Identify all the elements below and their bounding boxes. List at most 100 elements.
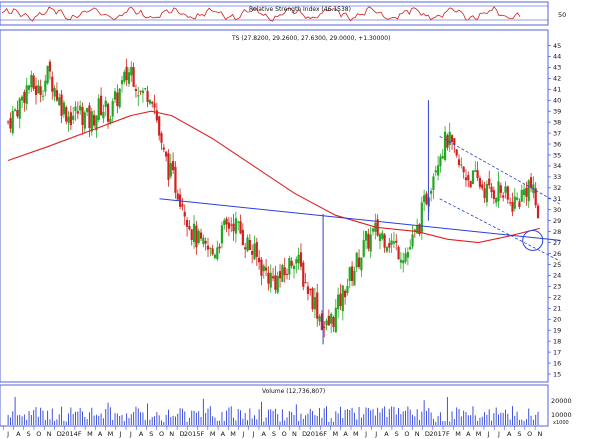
candle-body-down (388, 243, 391, 248)
candle-body-up (443, 131, 447, 160)
candle-body-up (281, 265, 284, 282)
candle-body-up (148, 99, 151, 104)
candle-body-up (404, 253, 407, 262)
candle-body-down (278, 271, 282, 279)
candle-body-up (27, 85, 31, 90)
x-tick-label: S (26, 430, 30, 438)
price-tick-label: 19 (553, 326, 561, 334)
candle-body-down (304, 282, 307, 284)
candle-body-down (499, 185, 502, 193)
price-tick-label: 18 (553, 337, 561, 345)
candle-body-up (234, 218, 237, 234)
candle-body-up (58, 97, 61, 106)
candle-body-up (355, 252, 358, 268)
candle-body-down (151, 101, 154, 104)
candle-body-down (478, 177, 482, 187)
candle-body-down (165, 151, 168, 157)
candle-body-down (60, 94, 63, 116)
candle-body-up (127, 72, 131, 84)
x-tick-label: N (415, 430, 420, 438)
candle-body-up (292, 265, 296, 270)
x-tick-label: A (139, 430, 144, 438)
candle-body-down (529, 177, 533, 188)
price-tick-label: 45 (553, 42, 561, 50)
candle-body-up (411, 234, 414, 247)
x-tick-label: F (446, 430, 450, 438)
x-tick-label: J (487, 430, 490, 438)
candle-body-down (395, 240, 398, 243)
candle-body-up (223, 220, 226, 226)
candle-body-up (432, 176, 435, 191)
price-panel-label: TS (27.8200, 29.2600, 27.6300, 29.0000, … (231, 35, 390, 42)
price-frame (0, 29, 549, 383)
candle-body-down (469, 180, 472, 188)
candle-body-up (406, 251, 409, 258)
candle-body-down (274, 275, 277, 290)
candle-body-down (299, 252, 303, 267)
x-tick-label: M (455, 430, 461, 438)
candle-body-up (192, 223, 196, 243)
x-tick-label: A (98, 430, 103, 438)
x-tick-label: F (323, 430, 327, 438)
x-tick-label: O (527, 430, 532, 438)
price-tick-label: 20 (553, 316, 561, 324)
candle-body-up (318, 316, 321, 322)
x-tick-label: O (282, 430, 287, 438)
candle-body-down (462, 166, 465, 173)
x-tick-label: 2014 (61, 430, 78, 438)
candle-body-up (237, 221, 240, 223)
candle-body-down (285, 273, 289, 275)
x-tick-label: N (292, 430, 297, 438)
x-tick-label: J (6, 430, 9, 438)
candle-body-down (9, 118, 12, 129)
candle-body-down (413, 229, 416, 231)
price-tick-label: 35 (553, 151, 561, 159)
candle-body-up (209, 247, 212, 249)
price-tick-label: 32 (553, 184, 561, 192)
x-tick-label: J (129, 430, 132, 438)
candle-body-up (79, 105, 82, 111)
price-tick-label: 17 (553, 348, 561, 356)
candle-body-down (502, 195, 505, 198)
candle-body-down (65, 107, 68, 122)
x-tick-label: A (221, 430, 226, 438)
candle-body-up (109, 118, 112, 124)
candle-body-down (99, 95, 103, 116)
rsi-line (1, 6, 521, 22)
candle-body-up (220, 225, 224, 244)
candle-body-down (225, 218, 228, 225)
x-tick-label: J (374, 430, 377, 438)
candle-body-up (11, 110, 14, 134)
candle-body-up (141, 90, 145, 94)
candle-body-up (95, 115, 98, 131)
candle-body-up (381, 232, 384, 239)
volume-label: Volume (12,736,807) (262, 388, 325, 395)
candle-body-down (425, 193, 428, 205)
rsi-label: Relative Strength Index (46.1538) (249, 6, 351, 13)
candle-body-down (55, 90, 59, 101)
candle-body-down (490, 186, 493, 193)
channel-line (439, 136, 561, 205)
candle-body-down (218, 246, 221, 249)
price-tick-label: 21 (553, 305, 561, 313)
candle-body-up (353, 270, 356, 286)
candle-body-up (297, 254, 300, 264)
x-tick-label: M (333, 430, 339, 438)
candle-body-up (13, 109, 17, 112)
candle-body-up (102, 111, 105, 119)
candle-body-up (513, 196, 516, 209)
trend-line (159, 198, 561, 241)
candle-body-down (155, 110, 158, 121)
candle-body-down (258, 257, 261, 263)
x-tick-label: A (466, 430, 471, 438)
volume-tick-10000: 10000 (551, 411, 572, 419)
price-tick-label: 24 (553, 272, 561, 280)
candle-body-down (397, 247, 400, 260)
candle-body-up (113, 91, 117, 100)
candle-body-up (416, 225, 419, 234)
candle-body-down (241, 229, 244, 246)
candle-body-down (167, 153, 170, 180)
candle-body-up (169, 163, 172, 177)
candle-body-down (306, 286, 310, 294)
candle-body-down (339, 293, 342, 307)
